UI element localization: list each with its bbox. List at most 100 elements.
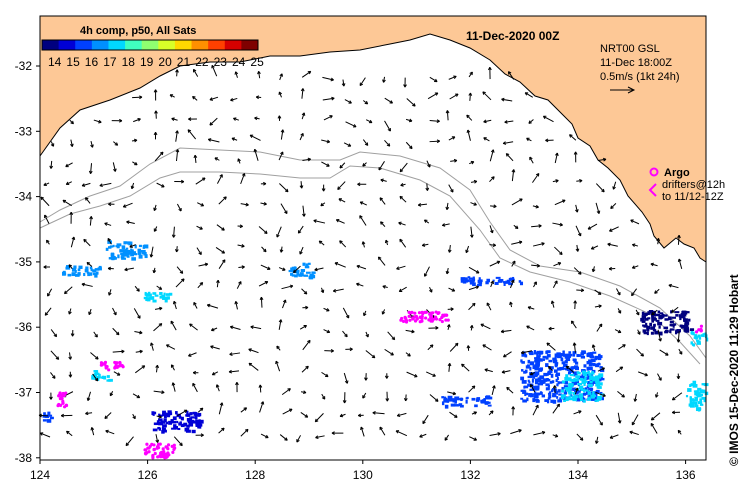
current-arrow [546,342,556,351]
current-arrow [630,219,640,225]
current-arrow [237,158,241,164]
sst-pixel [697,394,702,398]
current-arrow [320,202,326,207]
current-arrow [591,266,596,273]
current-arrow [323,115,333,121]
scale-arrow-icon [610,86,636,94]
current-arrow [448,287,456,292]
current-arrow [50,350,60,360]
current-arrow [426,160,431,168]
current-arrow [488,410,494,416]
sst-pixel [162,296,167,300]
current-arrow [134,330,143,335]
current-arrow [419,433,427,438]
argo-legend-icon [649,167,659,177]
sst-pixel [576,354,580,358]
sst-pixel [576,378,580,382]
current-arrow [240,407,248,413]
sst-pixel [460,277,466,281]
sst-pixel [518,280,522,283]
current-arrow [88,308,92,316]
sst-pixel [523,351,526,356]
sst-pixel [561,389,565,393]
sst-pixel [178,422,182,426]
sst-pixel [459,404,464,408]
sst-pixel [458,403,463,407]
argo-drifter-point [418,315,422,319]
current-arrow [302,339,311,351]
sst-pixel [300,272,304,275]
current-arrow [510,429,522,435]
sst-pixel [186,417,192,422]
current-arrow [573,267,582,275]
current-arrow [610,203,617,210]
argo-legend-label: Argo [664,167,690,179]
sst-pixel [586,366,590,371]
current-arrow [425,183,430,191]
current-arrow [469,226,474,238]
current-arrow [132,413,136,420]
argo-drifter-point [403,315,407,319]
sst-pixel [585,380,588,383]
current-arrow [216,279,220,288]
sst-pixel [527,379,530,382]
current-arrow [69,119,74,125]
current-arrow [260,181,267,186]
sst-pixel [531,378,534,383]
sst-pixel [557,354,562,359]
sst-pixel [160,420,164,424]
current-arrow [112,349,125,354]
current-arrow [40,196,50,207]
argo-drifter-point [427,318,431,322]
sst-pixel [44,414,50,419]
sst-pixel [478,281,483,285]
sst-pixel [520,359,523,363]
sst-pixel [177,427,181,431]
current-arrow [278,151,284,161]
current-arrow [156,285,163,290]
sst-pixel [547,387,550,390]
sst-pixel [92,272,96,276]
current-arrow [449,93,459,100]
sst-pixel [590,358,596,363]
sst-pixel [459,398,464,401]
current-arrow [527,306,535,310]
argo-drifter-point [424,316,428,320]
current-arrow [176,409,188,417]
sst-pixel [564,360,567,364]
current-arrow [532,204,539,209]
current-arrow [615,366,624,373]
current-arrow [364,373,368,381]
sst-pixel [543,372,548,377]
current-arrow [489,176,495,183]
current-arrow [89,216,93,226]
current-arrow [301,70,312,78]
current-arrow [448,184,454,193]
current-arrow [594,304,602,309]
colorbar-segment [91,40,109,50]
current-arrow [197,282,204,289]
sst-pixel [476,397,481,401]
sst-pixel [441,401,445,406]
sst-pixel [640,318,644,322]
current-arrow [125,436,134,447]
current-arrow [573,300,578,310]
current-arrow [447,245,452,253]
sst-pixel [548,394,552,398]
current-arrow [614,329,622,334]
current-arrow [108,202,115,207]
sst-pixel [119,249,124,253]
sst-pixel [697,387,702,391]
argo-drifter-point [438,318,442,322]
current-arrow [552,280,558,288]
sst-pixel [522,399,527,403]
current-arrow [135,349,143,354]
current-arrow [636,348,644,357]
sst-pixel [305,263,309,268]
sst-pixel [198,426,202,429]
current-arrow [339,413,346,418]
current-arrow [385,391,390,402]
sst-pixel [547,385,550,388]
sst-pixel [547,370,553,374]
sst-pixel [149,296,155,300]
